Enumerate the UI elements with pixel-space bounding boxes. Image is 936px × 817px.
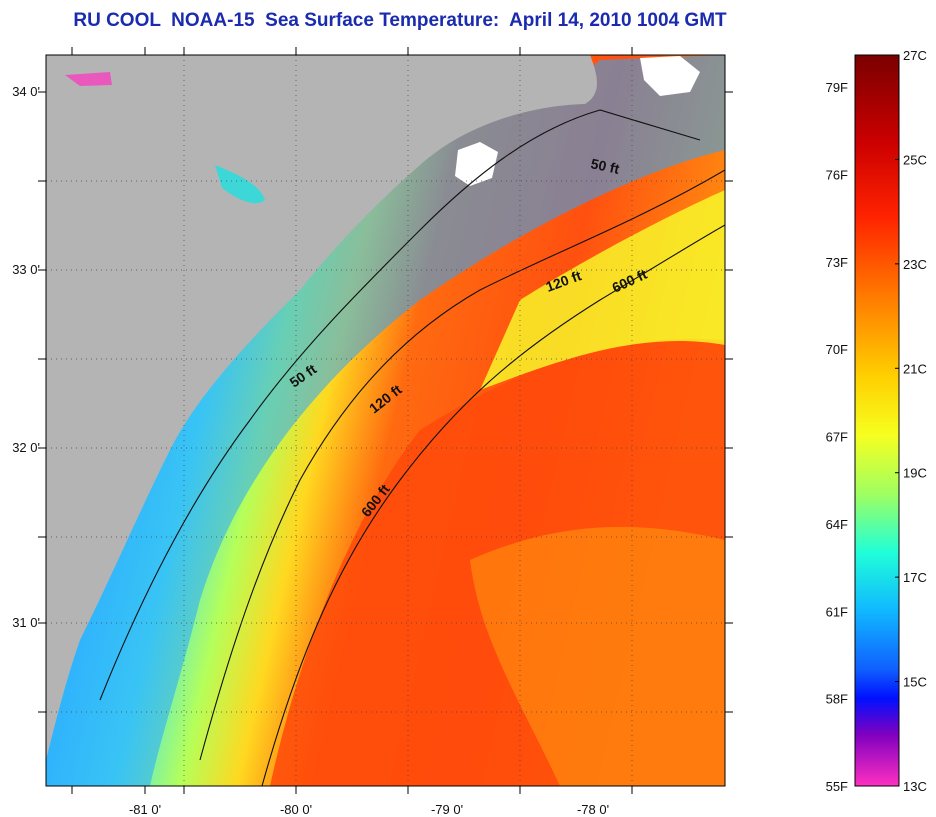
colorbar-f-label: 70F (826, 342, 848, 357)
cloud-patch (640, 56, 700, 96)
colorbar-c-label: 13C (903, 779, 927, 794)
lon-label: -80 0' (280, 802, 312, 817)
contour-600ft (261, 224, 725, 786)
lat-label: 33 0' (12, 262, 40, 277)
colorbar-f-label: 64F (826, 517, 848, 532)
map-frame (45, 54, 726, 787)
colorbar-f-label: 55F (826, 779, 848, 794)
cloud-patch (455, 142, 498, 186)
lon-label: -79 0' (431, 802, 463, 817)
land-mass (46, 55, 597, 760)
contour-50ft (99, 109, 701, 701)
lat-label: 32 0' (12, 440, 40, 455)
colorbar-celsius-labels: 27C 25C 23C 21C 19C 17C 15C 13C (895, 48, 927, 794)
colorbar-c-label: 17C (903, 570, 927, 585)
lat-ticks (38, 91, 733, 713)
colorbar-c-label: 23C (903, 257, 927, 272)
colorbar-f-label: 73F (826, 255, 848, 270)
colorbar-f-label: 79F (826, 80, 848, 95)
colorbar-c-label: 19C (903, 466, 927, 481)
graticule (46, 55, 725, 786)
contour-label: 50 ft (589, 155, 621, 177)
lon-label: -78 0' (577, 802, 609, 817)
contour-120ft (199, 169, 725, 761)
colorbar-c-label: 15C (903, 675, 927, 690)
map-title: RU COOL NOAA-15 Sea Surface Temperature:… (73, 10, 727, 31)
lon-ticks (71, 47, 633, 794)
colorbar-fahrenheit-labels: 79F 76F 73F 70F 67F 64F 61F 58F 55F (826, 80, 848, 794)
colorbar-c-label: 21C (903, 361, 927, 376)
colorbar-f-label: 76F (826, 167, 848, 182)
lat-label: 34 0' (12, 84, 40, 99)
colorbar-c-label: 25C (903, 152, 927, 167)
colorbar-f-label: 58F (826, 692, 848, 707)
lon-label: -81 0' (129, 802, 161, 817)
lat-label: 31 0' (12, 615, 40, 630)
colorbar-f-label: 67F (826, 430, 848, 445)
map-panel (46, 55, 725, 786)
colorbar-c-label: 27C (903, 48, 927, 63)
colorbar (854, 54, 900, 787)
colorbar-f-label: 61F (826, 604, 848, 619)
